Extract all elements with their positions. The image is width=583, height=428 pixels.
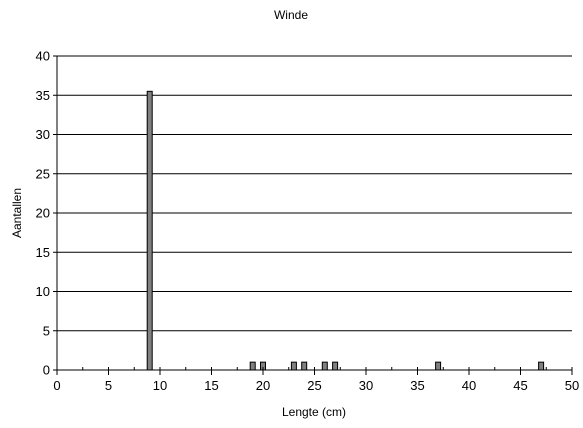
x-tick-label-4: 20	[256, 378, 270, 393]
axes	[53, 55, 573, 375]
x-tick-label-10: 50	[565, 378, 579, 393]
bar-1	[249, 361, 256, 371]
bar-8	[538, 361, 545, 371]
y-tick-label-0: 0	[43, 363, 50, 378]
x-tick-label-2: 10	[153, 378, 167, 393]
y-tick-label-6: 30	[36, 127, 50, 142]
x-tick-labels: 0 5 10 15 20 25 30 35 40 45 50	[53, 378, 579, 393]
x-tick-label-5: 25	[307, 378, 321, 393]
chart-title: Winde	[274, 8, 308, 22]
y-tick-label-2: 10	[36, 284, 50, 299]
y-tick-label-3: 15	[36, 245, 50, 260]
y-tick-label-7: 35	[36, 88, 50, 103]
y-tick-label-4: 20	[36, 206, 50, 221]
x-tick-label-8: 40	[462, 378, 476, 393]
grid-lines	[57, 55, 572, 332]
x-tick-label-9: 45	[513, 378, 527, 393]
y-tick-label-5: 25	[36, 166, 50, 181]
x-tick-label-0: 0	[53, 378, 60, 393]
bars	[146, 90, 545, 371]
x-tick-label-7: 35	[410, 378, 424, 393]
bar-7	[435, 361, 442, 371]
x-tick-label-1: 5	[105, 378, 112, 393]
y-axis-title: Aantallen	[10, 188, 24, 238]
bar-6	[332, 361, 339, 371]
bar-5	[321, 361, 328, 371]
y-tick-label-1: 5	[43, 323, 50, 338]
x-tick-label-6: 30	[359, 378, 373, 393]
x-axis-title: Lengte (cm)	[282, 405, 346, 419]
bar-3	[290, 361, 297, 371]
y-tick-label-8: 40	[36, 49, 50, 64]
bar-0	[146, 90, 153, 371]
bar-4	[301, 361, 308, 371]
x-tick-label-3: 15	[204, 378, 218, 393]
y-tick-labels: 0 5 10 15 20 25 30 35 40	[36, 49, 50, 378]
